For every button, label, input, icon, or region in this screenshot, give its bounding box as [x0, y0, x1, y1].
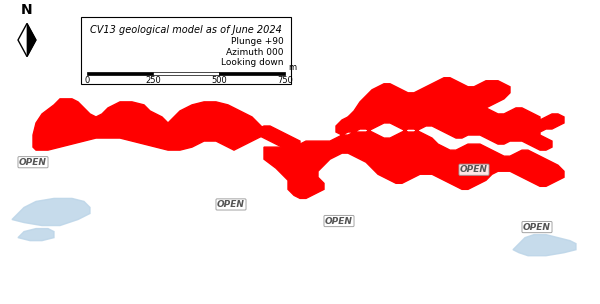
Bar — [153, 72, 219, 75]
Polygon shape — [252, 126, 300, 147]
FancyBboxPatch shape — [81, 17, 291, 84]
Polygon shape — [513, 235, 576, 256]
Text: 750: 750 — [277, 76, 293, 85]
Polygon shape — [18, 23, 36, 57]
Polygon shape — [348, 78, 510, 120]
Text: N: N — [21, 3, 33, 17]
Polygon shape — [33, 99, 264, 150]
Text: m: m — [288, 63, 296, 72]
Text: OPEN: OPEN — [325, 216, 353, 226]
Polygon shape — [12, 199, 90, 226]
Text: Plunge +90: Plunge +90 — [231, 37, 284, 46]
Polygon shape — [18, 229, 54, 241]
Text: Looking down: Looking down — [221, 58, 284, 67]
Text: OPEN: OPEN — [523, 223, 551, 232]
Text: 0: 0 — [85, 76, 89, 85]
Text: CV13 geological model as of June 2024: CV13 geological model as of June 2024 — [90, 25, 282, 35]
Bar — [87, 72, 153, 75]
Text: Azimuth 000: Azimuth 000 — [226, 47, 284, 57]
Text: 250: 250 — [145, 76, 161, 85]
Polygon shape — [264, 105, 564, 199]
Text: 500: 500 — [211, 76, 227, 85]
Text: OPEN: OPEN — [217, 200, 245, 209]
Text: OPEN: OPEN — [460, 165, 488, 174]
Bar — [219, 72, 285, 75]
Text: OPEN: OPEN — [19, 158, 47, 167]
Polygon shape — [27, 23, 36, 57]
